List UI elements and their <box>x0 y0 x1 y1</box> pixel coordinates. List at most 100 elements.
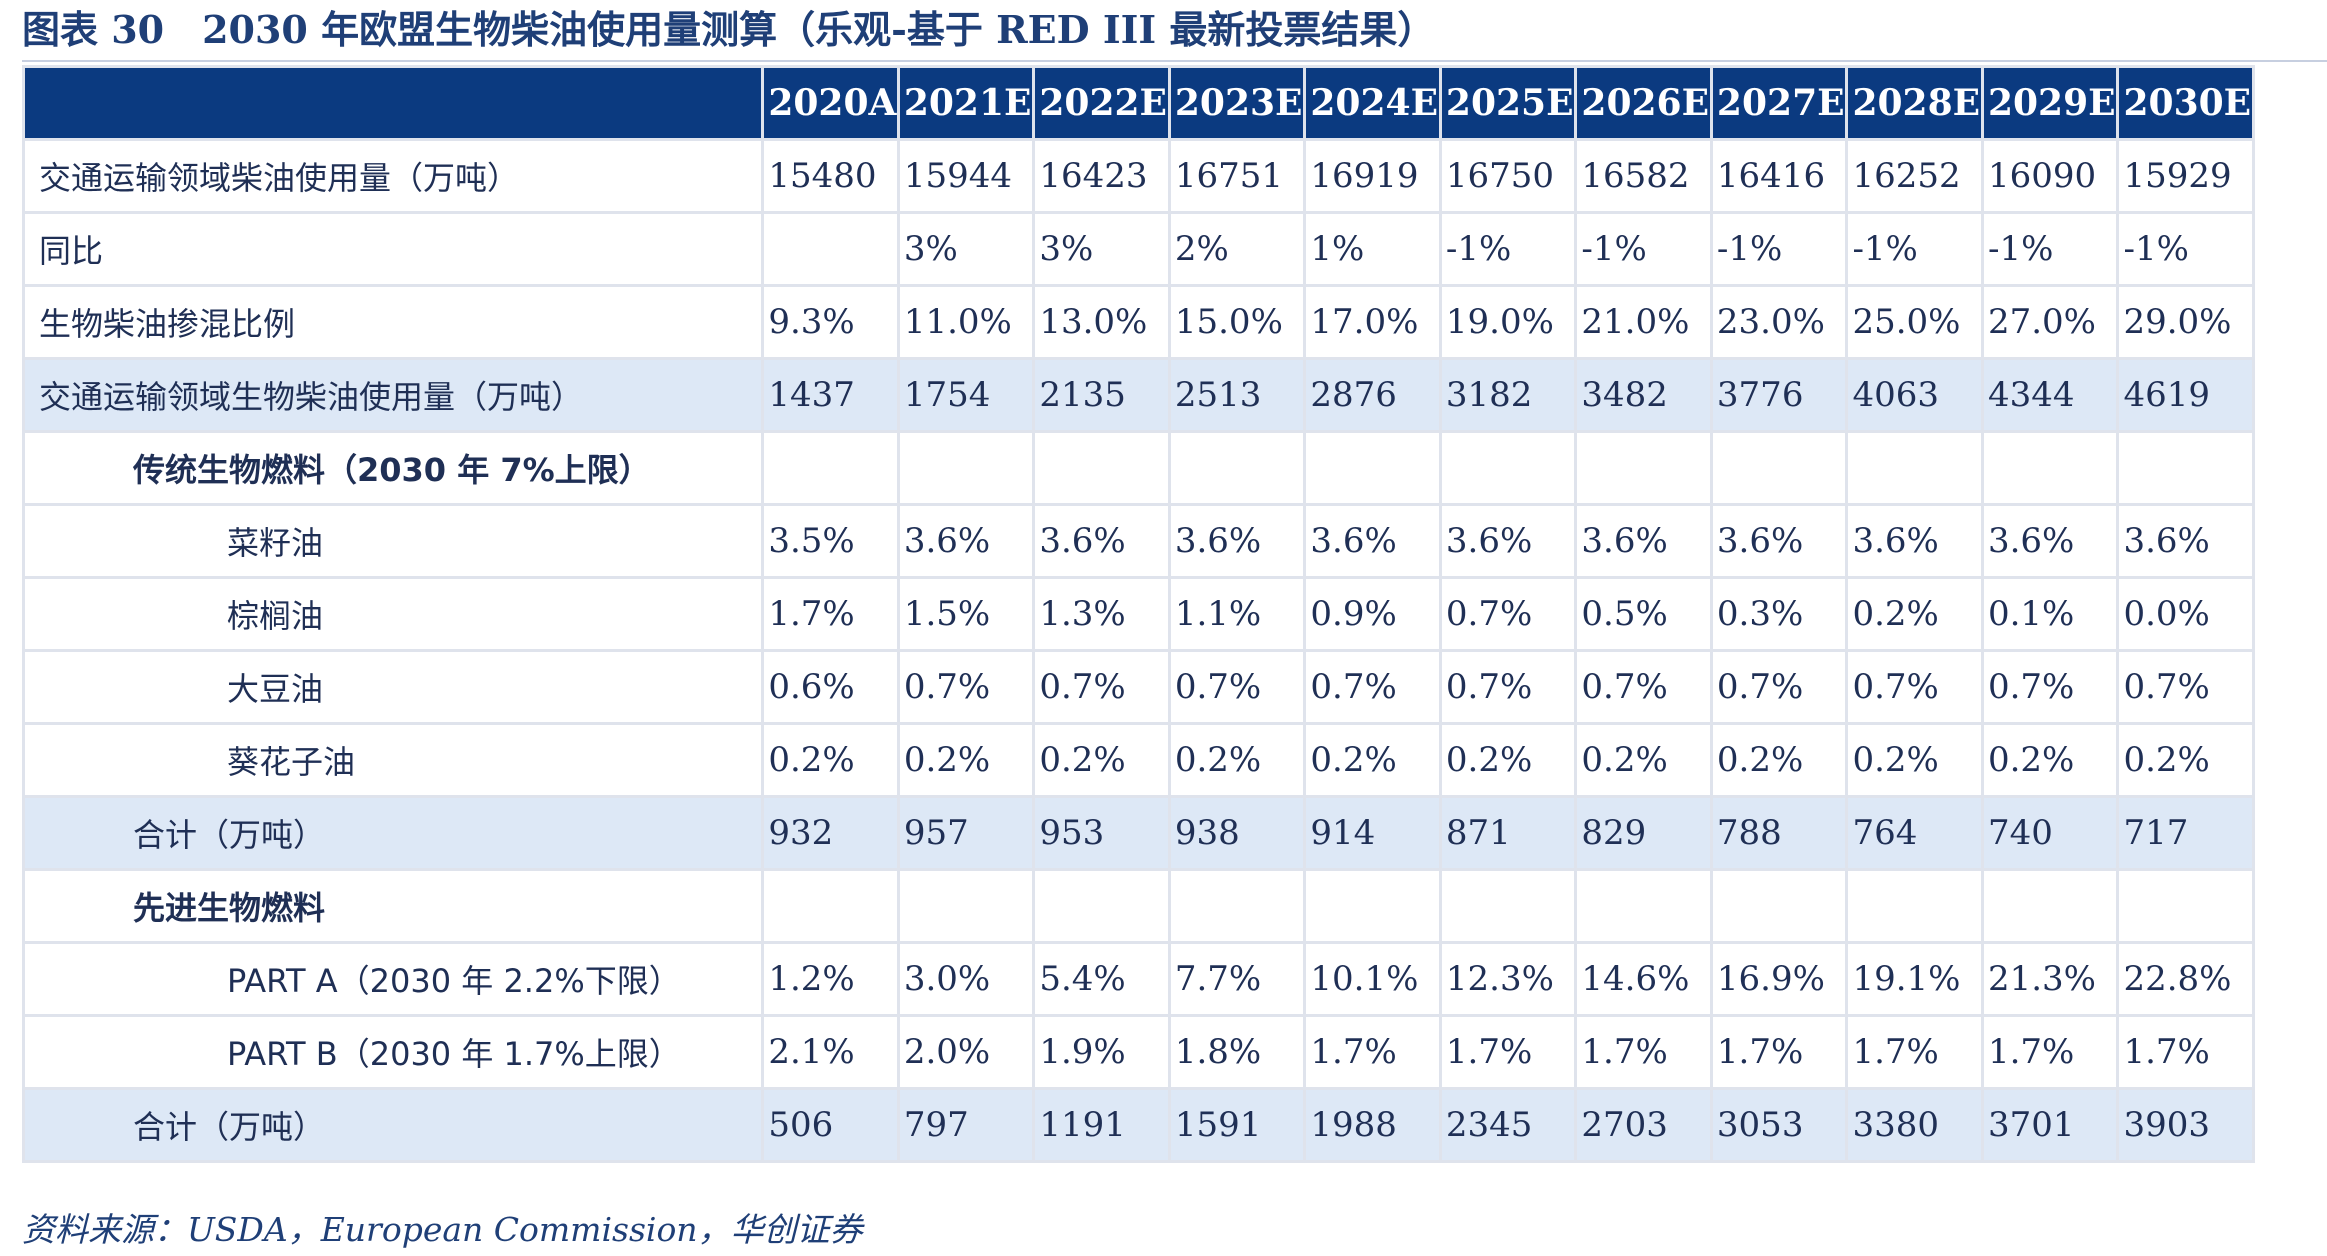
table-cell <box>1709 868 1849 944</box>
table-cell: 17.0% <box>1303 284 1442 360</box>
table-cell: 0.2% <box>1167 722 1307 798</box>
table-cell: 0.0% <box>2116 576 2255 652</box>
table-cell: 0.2% <box>1980 722 2120 798</box>
table-cell: 7.7% <box>1167 941 1307 1017</box>
row-label: 交通运输领域生物柴油使用量（万吨） <box>21 357 765 433</box>
table-cell: 0.6% <box>761 649 900 725</box>
table-cell <box>1980 868 2120 944</box>
table-cell: 1.7% <box>1303 1014 1442 1090</box>
table-cell: -1% <box>1845 211 1984 287</box>
table-cell: 0.7% <box>1438 576 1578 652</box>
table-cell: 1.7% <box>1980 1014 2120 1090</box>
table-cell: 3% <box>1032 211 1171 287</box>
table-cell: 2876 <box>1303 357 1442 433</box>
table-cell: 932 <box>761 795 900 871</box>
table-cell: 871 <box>1438 795 1578 871</box>
col-header: 2021E <box>896 65 1036 141</box>
header-blank-cell <box>21 65 765 141</box>
table-cell: 22.8% <box>2116 941 2255 1017</box>
col-header: 2022E <box>1032 65 1171 141</box>
col-header: 2026E <box>1574 65 1713 141</box>
table-cell: 3% <box>896 211 1036 287</box>
col-header: 2020A <box>761 65 900 141</box>
row-label: 同比 <box>21 211 765 287</box>
table-header-row: 2020A 2021E 2022E 2023E 2024E 2025E 2026… <box>21 65 2255 141</box>
table-cell: 16750 <box>1438 138 1578 214</box>
table-cell: 3.6% <box>1032 503 1171 579</box>
table-cell: 0.2% <box>2116 722 2255 798</box>
table-cell: 13.0% <box>1032 284 1171 360</box>
row-label: 先进生物燃料 <box>21 868 765 944</box>
table-row: 大豆油 0.6% 0.7% 0.7% 0.7% 0.7% 0.7% 0.7% 0.7% 0.7% 0… <box>21 649 2255 725</box>
table-cell: 3.6% <box>1574 503 1713 579</box>
table-cell: 1.2% <box>761 941 900 1017</box>
table-cell: 0.7% <box>2116 649 2255 725</box>
table-cell: 23.0% <box>1709 284 1849 360</box>
table-cell: 0.9% <box>1303 576 1442 652</box>
table-cell: 1.9% <box>1032 1014 1171 1090</box>
table-cell: 9.3% <box>761 284 900 360</box>
table-cell: 16582 <box>1574 138 1713 214</box>
table-cell <box>2116 430 2255 506</box>
table-cell: 1.7% <box>761 576 900 652</box>
table-cell: 2% <box>1167 211 1307 287</box>
table-cell <box>896 868 1036 944</box>
table-cell: 4619 <box>2116 357 2255 433</box>
table-cell: 3.6% <box>1167 503 1307 579</box>
table-cell: 953 <box>1032 795 1171 871</box>
table-row: 先进生物燃料 <box>21 868 2255 944</box>
table-cell <box>1167 868 1307 944</box>
col-header: 2028E <box>1845 65 1984 141</box>
table-cell <box>761 211 900 287</box>
table-cell <box>1980 430 2120 506</box>
table-row: 合计（万吨） 506 797 1191 1591 1988 2345 2703 3053 3380… <box>21 1087 2255 1163</box>
table-cell: 3.6% <box>1845 503 1984 579</box>
table-cell: 0.7% <box>1438 649 1578 725</box>
table-cell: 3182 <box>1438 357 1578 433</box>
table-cell <box>1032 430 1171 506</box>
table-row: PART A（2030 年 2.2%下限） 1.2% 3.0% 5.4% 7.7% 10.… <box>21 941 2255 1017</box>
table-cell: 1191 <box>1032 1087 1171 1163</box>
table-cell: 3.6% <box>1980 503 2120 579</box>
table-cell: 0.2% <box>896 722 1036 798</box>
table-cell: 3.6% <box>1438 503 1578 579</box>
table-cell: 12.3% <box>1438 941 1578 1017</box>
table-cell <box>2116 868 2255 944</box>
table-cell: 3053 <box>1709 1087 1849 1163</box>
table-cell: 14.6% <box>1574 941 1713 1017</box>
table-cell: 0.3% <box>1709 576 1849 652</box>
table-cell: 1437 <box>761 357 900 433</box>
table-cell: 4063 <box>1845 357 1984 433</box>
table-row: 菜籽油 3.5% 3.6% 3.6% 3.6% 3.6% 3.6% 3.6% 3.6% 3.6% 3… <box>21 503 2255 579</box>
table-cell: 0.5% <box>1574 576 1713 652</box>
table-cell: 717 <box>2116 795 2255 871</box>
table-cell: 0.7% <box>1709 649 1849 725</box>
table-cell: 797 <box>896 1087 1036 1163</box>
source-note: 资料来源：USDA，European Commission，华创证券 <box>22 1210 863 1249</box>
table-cell <box>1709 430 1849 506</box>
table-cell: 15929 <box>2116 138 2255 214</box>
table-cell: 0.2% <box>1032 722 1171 798</box>
table-cell: 914 <box>1303 795 1442 871</box>
table-cell: 788 <box>1709 795 1849 871</box>
table-cell <box>1574 430 1713 506</box>
table-cell: 15480 <box>761 138 900 214</box>
row-label: 大豆油 <box>21 649 765 725</box>
table-cell: 1% <box>1303 211 1442 287</box>
table-cell: 0.7% <box>1845 649 1984 725</box>
col-header: 2024E <box>1303 65 1442 141</box>
table-cell: 1.3% <box>1032 576 1171 652</box>
table-cell <box>1032 868 1171 944</box>
table-cell: 15944 <box>896 138 1036 214</box>
table-cell: 3.0% <box>896 941 1036 1017</box>
col-header: 2030E <box>2116 65 2255 141</box>
table-row: PART B（2030 年 1.7%上限） 2.1% 2.0% 1.9% 1.8% 1.7… <box>21 1014 2255 1090</box>
figure-title: 图表 30 2030 年欧盟生物柴油使用量测算（乐观-基于 RED III 最新… <box>22 7 1436 52</box>
table-cell <box>1438 430 1578 506</box>
table-cell: 19.1% <box>1845 941 1984 1017</box>
table-cell: 0.2% <box>1574 722 1713 798</box>
table-cell: 506 <box>761 1087 900 1163</box>
table-cell: 2345 <box>1438 1087 1578 1163</box>
table-cell: 1988 <box>1303 1087 1442 1163</box>
row-label: 合计（万吨） <box>21 1087 765 1163</box>
